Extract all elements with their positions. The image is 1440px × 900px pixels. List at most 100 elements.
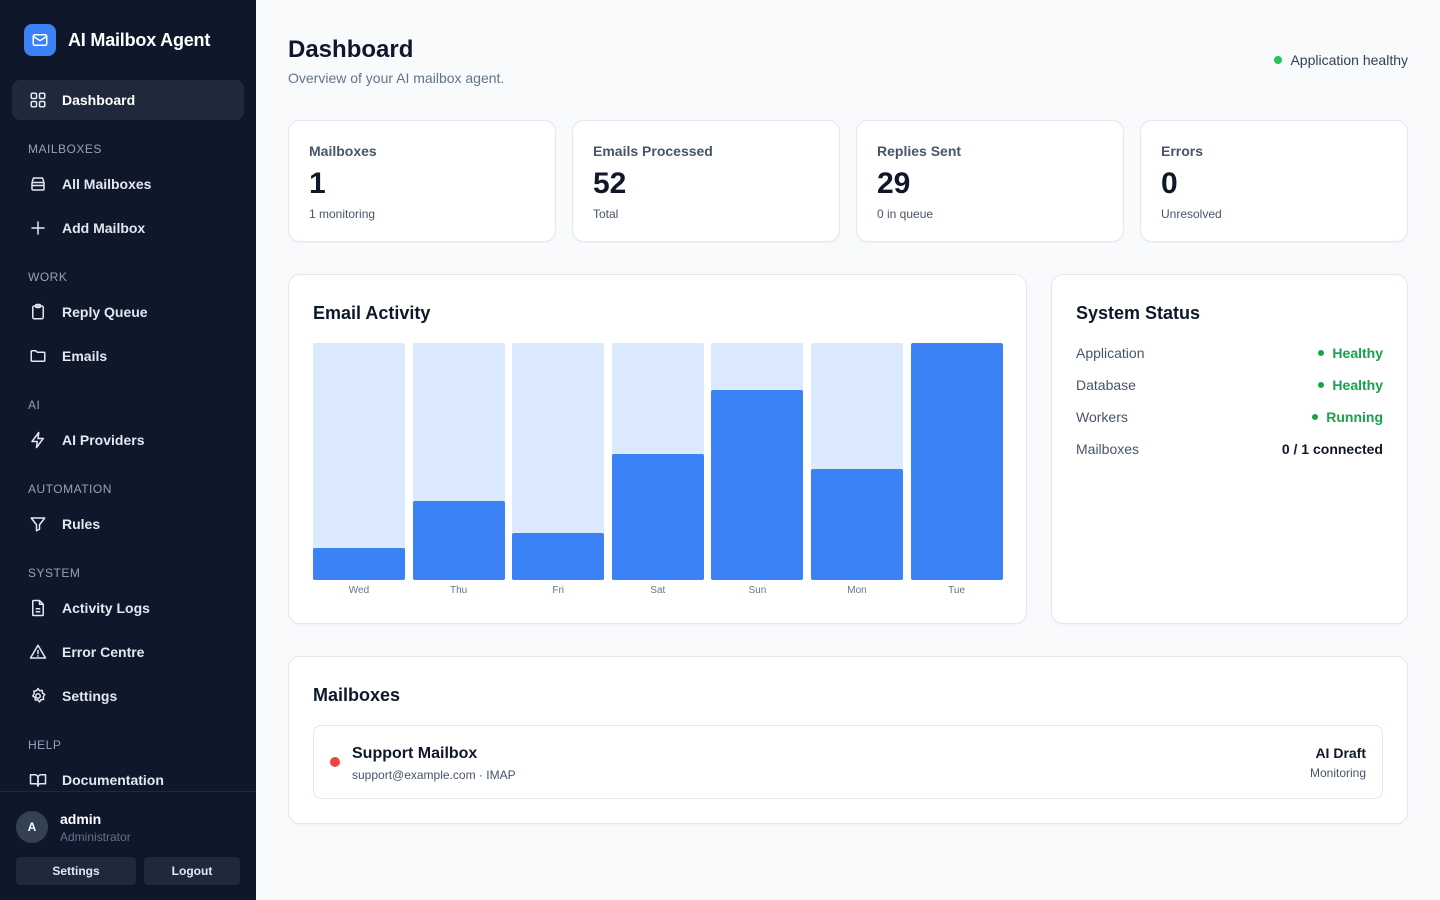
status-row-mailboxes: Mailboxes 0 / 1 connected (1076, 441, 1383, 457)
bar-track (611, 343, 704, 580)
email-activity-card: Email Activity Wed Thu Fri Sat Sun Mon Tue (288, 274, 1027, 624)
sidebar-item-ai-providers[interactable]: AI Providers (12, 420, 244, 460)
health-text: Application healthy (1290, 52, 1408, 68)
bar-sat[interactable] (611, 453, 704, 580)
stat-value: 52 (593, 167, 627, 200)
status-name: Application (1076, 345, 1145, 361)
bar-tue[interactable] (910, 343, 1003, 580)
sidebar: AI Mailbox Agent Dashboard MAILBOXES All… (0, 0, 256, 900)
status-name: Database (1076, 377, 1136, 393)
nav-section-work: WORK (28, 270, 68, 284)
status-row-database: Database Healthy (1076, 377, 1383, 393)
bar-track (512, 343, 605, 580)
status-value: Healthy (1318, 345, 1383, 361)
avatar[interactable]: A (16, 811, 48, 843)
stat-label: Emails Processed (593, 143, 713, 159)
brand[interactable]: AI Mailbox Agent (24, 24, 210, 56)
stat-sub: Unresolved (1161, 207, 1222, 221)
bar-track (811, 343, 903, 580)
lightning-icon (28, 430, 48, 450)
status-row-workers: Workers Running (1076, 409, 1383, 425)
nav-section-system: SYSTEM (28, 566, 81, 580)
stat-card-errors: Errors 0 Unresolved (1140, 120, 1408, 242)
bar-wed[interactable] (313, 548, 405, 580)
stat-value: 1 (309, 167, 326, 200)
stat-sub: 0 in queue (877, 207, 934, 221)
sidebar-item-settings[interactable]: Settings (12, 676, 244, 716)
sidebar-item-reply-queue[interactable]: Reply Queue (12, 292, 244, 332)
sidebar-item-label: Settings (62, 688, 118, 704)
sidebar-item-label: Documentation (62, 772, 164, 788)
sidebar-item-label: Error Centre (62, 644, 145, 660)
bar-track (412, 343, 505, 580)
nav-section-automation: AUTOMATION (28, 482, 112, 496)
stat-value: 29 (877, 167, 911, 200)
mail-icon (24, 24, 56, 56)
stat-card-emails-processed: Emails Processed 52 Total (572, 120, 840, 242)
status-dot (1312, 414, 1319, 420)
stat-label: Mailboxes (309, 143, 377, 159)
book-icon (28, 770, 48, 790)
clipboard-icon (28, 302, 48, 322)
bar-mon[interactable] (811, 469, 903, 580)
sidebar-item-label: Dashboard (62, 92, 136, 108)
logout-button[interactable]: Logout (144, 857, 240, 885)
sidebar-item-rules[interactable]: Rules (12, 504, 244, 544)
sidebar-item-emails[interactable]: Emails (12, 336, 244, 376)
user-role: Administrator (60, 830, 131, 844)
x-tick-label: Fri (552, 585, 565, 596)
sidebar-item-documentation[interactable]: Documentation (12, 760, 244, 800)
status-row-application: Application Healthy (1076, 345, 1383, 361)
stat-sub: 1 monitoring (309, 207, 376, 221)
inbox-icon (28, 174, 48, 194)
plus-icon (28, 218, 48, 238)
x-tick-label: Sun (748, 585, 767, 596)
status-value: Running (1312, 409, 1383, 425)
status-value: Healthy (1318, 377, 1383, 393)
status-value-text: Healthy (1332, 345, 1383, 361)
stat-label: Replies Sent (877, 143, 962, 159)
sidebar-item-activity-logs[interactable]: Activity Logs (12, 588, 244, 628)
stat-card-replies-sent: Replies Sent 29 0 in queue (856, 120, 1124, 242)
sidebar-item-add-mailbox[interactable]: Add Mailbox (12, 208, 244, 248)
mailbox-state: Monitoring (1309, 766, 1366, 780)
sidebar-item-dashboard[interactable]: Dashboard (12, 80, 244, 120)
mailbox-item[interactable]: Support Mailbox support@example.com · IM… (313, 725, 1383, 799)
app-title: AI Mailbox Agent (68, 29, 211, 50)
grid-icon (28, 90, 48, 110)
status-name: Workers (1076, 409, 1128, 425)
sidebar-item-label: Rules (62, 516, 101, 532)
stat-sub: Total (593, 207, 619, 221)
x-tick-label: Mon (847, 585, 867, 596)
status-value-text: 0 / 1 connected (1281, 441, 1383, 457)
settings-button[interactable]: Settings (16, 857, 136, 885)
x-tick-label: Thu (449, 585, 468, 596)
sidebar-item-label: AI Providers (62, 432, 145, 448)
card-title: System Status (1076, 303, 1201, 323)
sidebar-item-label: Reply Queue (62, 304, 148, 320)
sidebar-item-error-centre[interactable]: Error Centre (12, 632, 244, 672)
x-tick-label: Wed (348, 585, 370, 596)
sidebar-item-label: All Mailboxes (62, 176, 152, 192)
card-title: Mailboxes (313, 685, 401, 705)
nav-section-mailboxes: MAILBOXES (28, 142, 102, 156)
mailbox-mode: AI Draft (1315, 745, 1366, 761)
sidebar-item-all-mailboxes[interactable]: All Mailboxes (12, 164, 244, 204)
system-status-card: System Status Application Healthy Databa… (1051, 274, 1408, 624)
page-title: Dashboard (288, 36, 414, 63)
sidebar-footer: A admin Administrator Settings Logout (0, 791, 256, 900)
bar-thu[interactable] (412, 501, 505, 580)
x-tick-label: Tue (948, 585, 966, 596)
bar-fri[interactable] (512, 532, 605, 580)
status-dot (1274, 56, 1283, 64)
sidebar-item-label: Add Mailbox (62, 220, 146, 236)
health-indicator: Application healthy (1274, 52, 1408, 68)
status-value: 0 / 1 connected (1282, 441, 1383, 457)
stat-label: Errors (1161, 143, 1204, 159)
stat-card-mailboxes: Mailboxes 1 1 monitoring (288, 120, 556, 242)
x-tick-label: Sat (650, 585, 666, 596)
bar-sun[interactable] (711, 390, 804, 580)
folder-icon (28, 346, 48, 366)
mailbox-status-dot (330, 757, 340, 767)
status-dot (1318, 350, 1325, 356)
